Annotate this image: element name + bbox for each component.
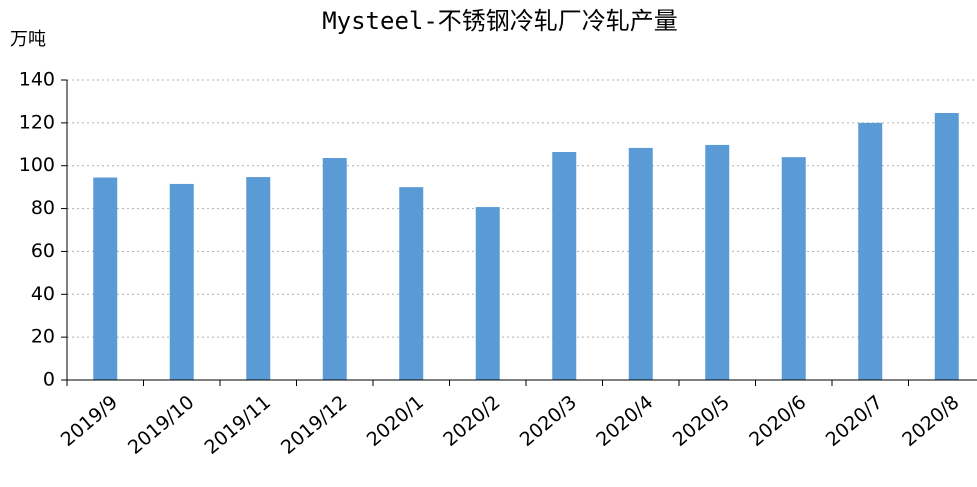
bar	[934, 113, 959, 380]
x-tick-label: 2020/2	[439, 391, 504, 451]
y-tick-label: 0	[43, 369, 55, 391]
bar	[169, 183, 194, 380]
x-tick-label: 2019/12	[277, 391, 352, 459]
bar	[552, 152, 577, 380]
y-tick-label: 100	[19, 154, 55, 176]
y-tick-label: 60	[31, 240, 55, 262]
chart-title: Mysteel-不锈钢冷轧厂冷轧产量	[322, 7, 678, 35]
bar	[93, 177, 118, 380]
y-tick-label: 20	[31, 326, 55, 348]
bar	[858, 122, 883, 380]
x-tick-label: 2020/5	[669, 391, 734, 451]
bar	[322, 158, 347, 380]
bar	[781, 157, 806, 380]
x-tick-label: 2019/11	[200, 391, 275, 459]
y-tick-label: 80	[31, 197, 55, 219]
bar	[399, 187, 424, 380]
x-tick-label: 2020/4	[592, 391, 657, 451]
x-tick-label: 2020/1	[363, 391, 428, 451]
bar	[475, 207, 500, 380]
x-tick-label: 2019/10	[124, 391, 199, 459]
y-axis-label: 万吨	[10, 29, 46, 50]
y-tick-label: 120	[19, 111, 55, 133]
x-tick-label: 2019/9	[57, 391, 122, 451]
bar	[705, 144, 730, 380]
x-tick-label: 2020/6	[745, 391, 810, 451]
bar	[628, 147, 653, 380]
x-tick-label: 2020/7	[822, 391, 887, 451]
x-tick-label: 2020/8	[898, 391, 963, 451]
y-tick-label: 140	[19, 69, 55, 91]
bar	[246, 177, 271, 380]
y-tick-label: 40	[31, 283, 55, 305]
x-tick-label: 2020/3	[516, 391, 581, 451]
